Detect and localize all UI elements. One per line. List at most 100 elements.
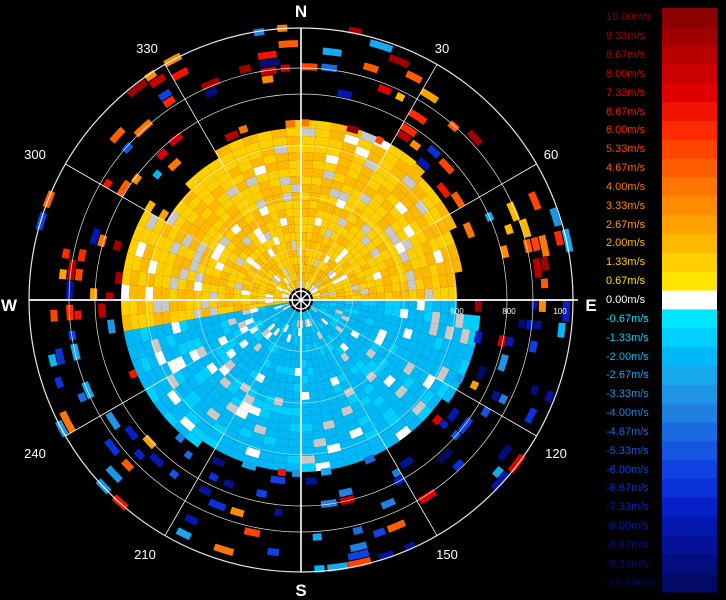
velocity-cell [357,315,367,324]
velocity-cell [280,184,292,194]
velocity-cell [114,271,124,285]
velocity-cell [277,209,287,219]
velocity-cell [248,251,259,262]
velocity-cell [319,288,328,294]
velocity-cell [319,252,327,262]
velocity-cell [310,325,317,334]
velocity-cell [255,416,269,428]
velocity-cell [366,280,376,289]
velocity-cell [322,378,333,389]
velocity-cell [307,256,313,266]
velocity-cell [268,282,277,289]
velocity-cell [383,225,397,239]
velocity-cell [90,288,98,300]
velocity-cell [328,304,337,310]
velocity-cell [268,361,278,372]
velocity-cell [319,329,327,339]
velocity-cell [422,359,436,374]
velocity-cell [282,304,291,309]
velocity-cell [286,463,301,472]
velocity-cell [309,200,319,210]
velocity-cell [266,342,275,352]
velocity-cell [171,321,182,335]
velocity-cell [338,487,354,498]
velocity-cell [506,201,521,222]
velocity-cell [396,404,412,420]
velocity-cell [281,365,290,375]
velocity-cell [247,149,263,161]
velocity-cell [408,204,423,220]
velocity-cell [216,191,230,206]
velocity-cell [265,304,274,310]
velocity-cell [371,235,383,248]
velocity-cell [277,356,286,366]
velocity-cell [505,336,515,347]
velocity-cell [186,210,200,225]
velocity-cell [247,358,258,369]
velocity-cell [235,276,245,285]
velocity-cell [402,362,416,376]
velocity-cell [312,301,321,304]
velocity-cell [301,176,312,185]
velocity-cell [232,262,243,272]
velocity-cell [316,339,323,349]
velocity-cell [190,180,206,196]
velocity-cell [272,218,282,229]
velocity-cell [379,157,396,173]
velocity-cell [161,237,175,253]
velocity-cell [185,174,201,190]
velocity-cell [354,229,367,241]
velocity-cell [408,380,423,396]
velocity-cell [491,465,505,479]
velocity-cell [271,345,280,355]
velocity-cell [157,88,173,102]
velocity-cell [131,328,143,345]
velocity-cell [231,211,244,224]
velocity-cell [367,198,381,212]
velocity-cell [283,267,290,276]
velocity-cell [321,412,334,423]
velocity-cell [326,238,335,249]
velocity-cell [289,232,296,241]
velocity-cell [277,381,287,391]
velocity-cell [410,257,421,270]
velocity-cell [290,184,301,193]
velocity-cell [257,303,266,308]
velocity-cell [153,300,162,313]
velocity-cell [142,340,155,357]
velocity-cell [280,406,292,416]
velocity-cell [139,356,153,373]
velocity-cell [267,257,276,267]
velocity-cell [311,291,320,296]
colorbar-label: -8.67m/s [606,538,649,551]
velocity-cell [279,373,288,383]
velocity-cell [343,265,353,274]
velocity-cell [287,274,293,283]
velocity-cell [350,187,363,200]
velocity-cell [406,168,423,185]
velocity-cell [435,350,448,366]
velocity-cell [208,472,220,483]
velocity-cell [365,240,377,252]
velocity-cell [385,393,400,408]
velocity-cell [394,384,409,399]
velocity-cell [385,413,402,428]
colorbar-swatch [662,478,717,499]
velocity-cell [319,290,329,295]
velocity-cell [436,181,452,199]
velocity-cell [285,325,292,334]
velocity-cell [291,399,301,408]
velocity-cell [219,151,236,165]
velocity-cell [450,191,466,209]
velocity-cell [333,223,343,235]
velocity-cell [335,345,345,356]
velocity-cell [257,306,267,312]
velocity-cell [258,284,268,291]
velocity-cell [276,429,290,440]
velocity-cell [301,192,311,201]
velocity-cell [347,556,372,569]
velocity-cell [200,233,213,246]
velocity-cell [328,302,337,307]
velocity-cell [112,239,123,252]
velocity-cell [348,160,364,174]
